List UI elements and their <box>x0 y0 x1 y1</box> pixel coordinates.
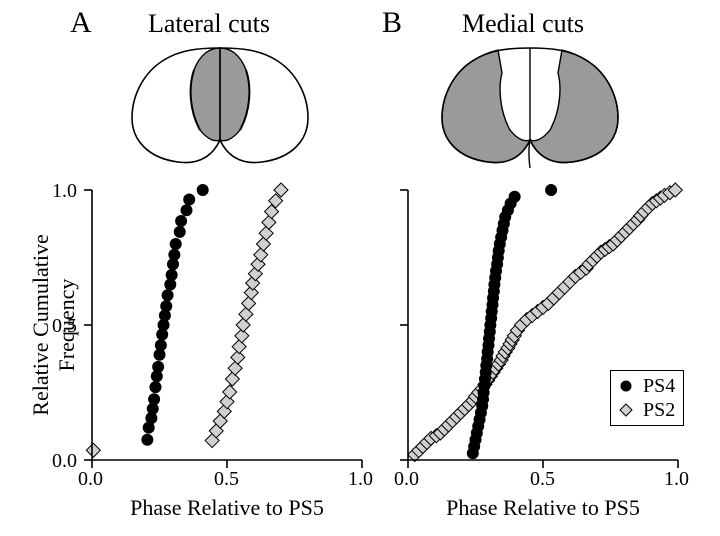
chart-b-xlabel: Phase Relative to PS5 <box>408 495 678 521</box>
chart-a-xlabel: Phase Relative to PS5 <box>92 495 362 521</box>
chart-b-xtick-0: 0.0 <box>394 468 419 491</box>
panel-a-letter: A <box>70 6 92 40</box>
panel-a-title: Lateral cuts <box>148 9 270 39</box>
figure: A Lateral cuts B Medial cuts Relative Cu… <box>0 0 720 536</box>
legend: PS4 PS2 <box>610 370 684 426</box>
chart-a-xtick-0: 0.0 <box>78 468 103 491</box>
chart-a-ytick-1: 0.5 <box>52 315 77 338</box>
panel-b-letter: B <box>382 6 402 40</box>
legend-marker-ps2 <box>617 401 635 419</box>
chart-a-ytick-2: 1.0 <box>52 180 77 203</box>
legend-marker-ps4 <box>617 377 635 395</box>
chart-a-ytick-0: 0.0 <box>52 450 77 473</box>
chart-a-xtick-1: 0.5 <box>214 468 239 491</box>
legend-label-ps2: PS2 <box>643 399 675 422</box>
chart-a <box>92 190 362 460</box>
diagram-medial-cuts <box>430 40 630 175</box>
legend-item-ps2: PS2 <box>617 398 675 422</box>
chart-b-xtick-1: 0.5 <box>530 468 555 491</box>
panel-b-title: Medial cuts <box>462 9 584 39</box>
chart-b-xtick-2: 1.0 <box>664 468 689 491</box>
legend-label-ps4: PS4 <box>643 375 675 398</box>
diagram-lateral-cuts <box>120 40 320 175</box>
chart-a-xtick-2: 1.0 <box>348 468 373 491</box>
legend-item-ps4: PS4 <box>617 374 675 398</box>
